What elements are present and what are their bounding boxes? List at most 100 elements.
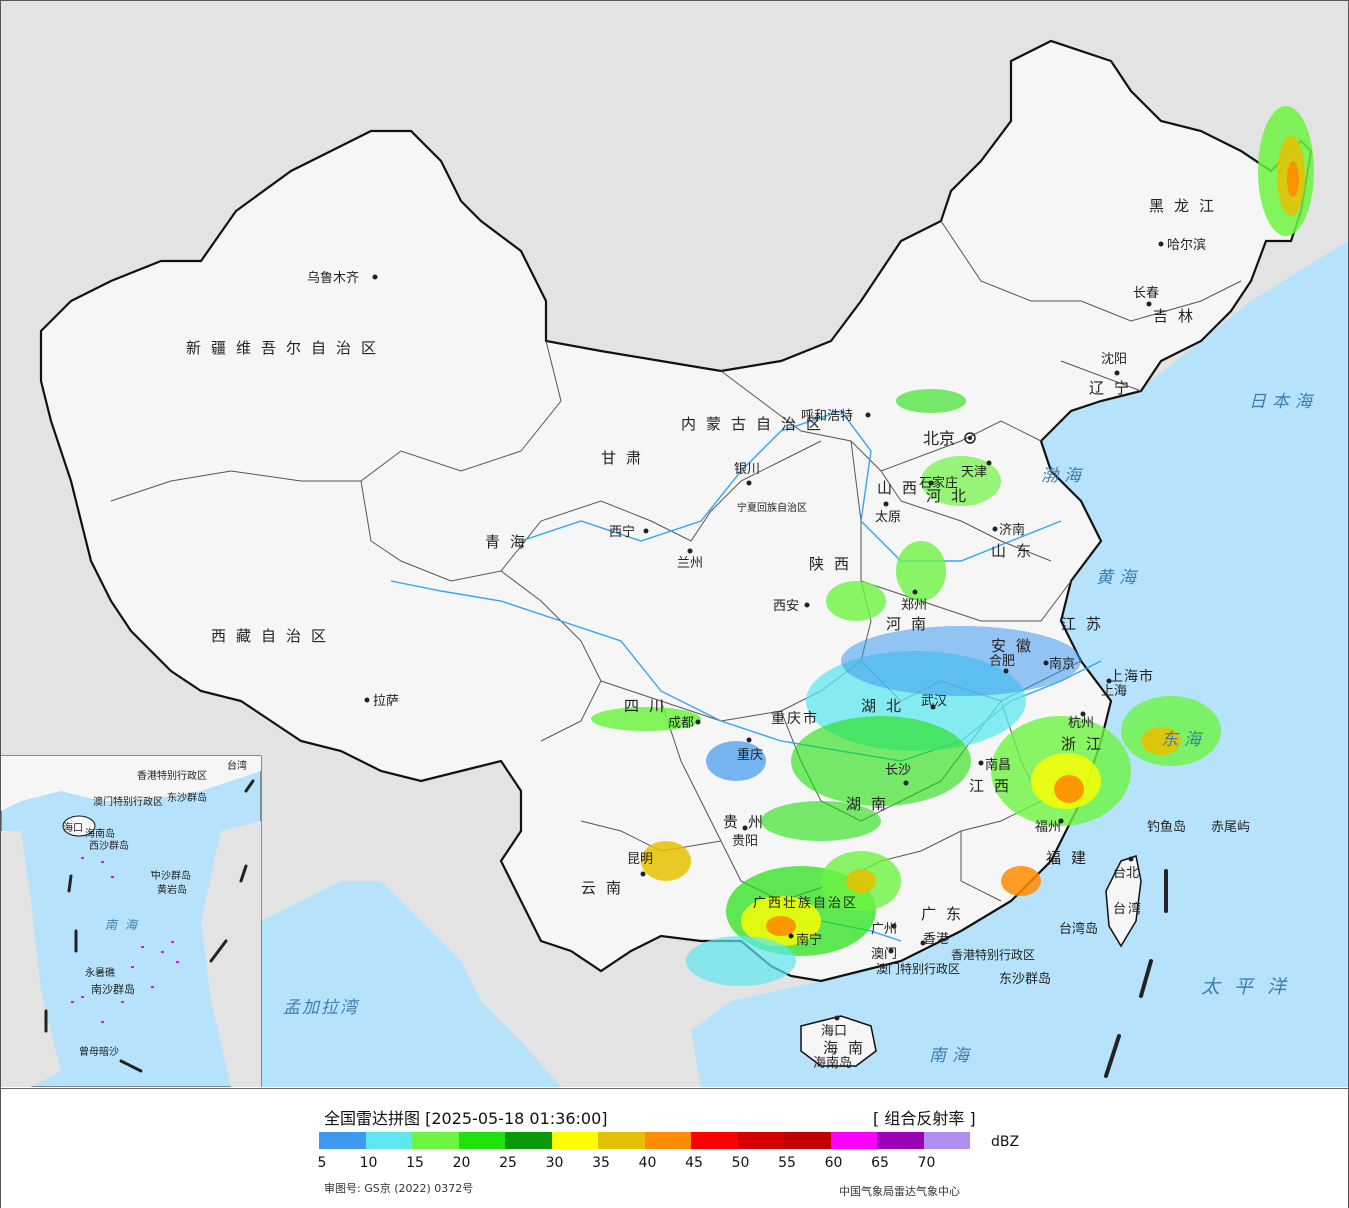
city-beijing: 北京 [923, 429, 955, 448]
legend-tick-label: 20 [452, 1155, 471, 1171]
legend-swatch [737, 1132, 784, 1149]
legend-swatch [830, 1132, 877, 1149]
province-label-xizang: 西藏自治区 [211, 627, 336, 645]
province-label-ningxia: 宁夏回族自治区 [737, 501, 807, 514]
province-label-shandong: 山东 [991, 542, 1041, 560]
province-label-yunnan: 云南 [581, 879, 631, 897]
province-label-neimenggu: 内蒙古自治区 [681, 415, 831, 433]
province-label-xinjiang: 新疆维吾尔自治区 [186, 339, 386, 357]
province-label-zhejiang: 浙江 [1061, 735, 1111, 753]
sea-area [691, 281, 1348, 1087]
province-label-guangxi: 广西壮族自治区 [753, 895, 858, 911]
province-label-anhui: 安徽 [991, 637, 1041, 655]
province-label-henan: 河南 [886, 615, 936, 633]
city-taiyuan: 太原 [875, 510, 901, 525]
radar-echoes [591, 106, 1314, 986]
province-label-guizhou: 贵州 [723, 813, 773, 831]
city-labels: 乌鲁木齐 拉萨 西宁 兰州 银川 呼和浩特 北京 天津 石家庄 太原 济南 郑州… [307, 237, 1206, 1039]
province-label-chongqing: 重庆市 [771, 710, 819, 727]
legend-color-scale [319, 1132, 970, 1149]
legend-swatch [598, 1132, 645, 1149]
city-kunming: 昆明 [627, 852, 653, 867]
inset-taiwan: 台湾 [227, 759, 247, 772]
inset-zengmu: 曾母暗沙 [79, 1045, 119, 1058]
city-hongkong: 香港 [923, 932, 949, 947]
province-label-jiangxi: 江西 [969, 777, 1019, 795]
city-shijiazhuang: 石家庄 [919, 475, 958, 491]
sea-japan [1151, 241, 1348, 481]
sea-label-nanhai: 南海 [929, 1046, 975, 1066]
island-hainan: 海南岛 [813, 1055, 852, 1071]
legend-tick-label: 5 [317, 1155, 327, 1171]
legend-swatch [877, 1132, 924, 1149]
city-hefei: 合肥 [989, 654, 1015, 669]
city-nanchang: 南昌 [985, 757, 1011, 773]
legend-swatch [505, 1132, 552, 1149]
south-china-sea-inset: 海口 海南岛 西沙群岛 中沙群岛 黄岩岛 永暑礁 南沙群岛 曾母暗沙 东沙群岛 … [1, 755, 262, 1087]
taiwan-island [1105, 855, 1142, 948]
legend-swatch [644, 1132, 691, 1149]
nine-dash-line [1104, 869, 1168, 1078]
city-guangzhou: 广州 [871, 922, 897, 937]
legend-swatch [458, 1132, 505, 1149]
city-yinchuan: 银川 [734, 462, 760, 477]
city-hangzhou: 杭州 [1068, 716, 1094, 731]
city-xian: 西安 [773, 599, 799, 614]
inset-yongshu: 永暑礁 [85, 966, 115, 979]
radar-map: 新疆维吾尔自治区 西藏自治区 青海 甘肃 内蒙古自治区 黑龙江 吉林 辽宁 河北… [1, 1, 1348, 1087]
legend-tick-label: 10 [359, 1155, 378, 1171]
province-label-qinghai: 青海 [485, 533, 535, 551]
province-label-jiangsu: 江苏 [1061, 615, 1111, 633]
legend-swatch [412, 1132, 459, 1149]
city-guiyang: 贵阳 [732, 834, 758, 849]
sea-labels: 渤海 黄海 东海 南海 日本海 太平洋 孟加拉湾 [283, 392, 1318, 1066]
city-xining: 西宁 [609, 524, 635, 540]
legend-swatch [551, 1132, 598, 1149]
hainan-island [800, 1015, 877, 1067]
province-labels: 新疆维吾尔自治区 西藏自治区 青海 甘肃 内蒙古自治区 黑龙江 吉林 辽宁 河北… [186, 197, 1224, 1057]
legend-tick-label: 30 [545, 1155, 564, 1171]
city-shanghai: 上海 [1101, 684, 1127, 699]
inset-hainan-island: 海南岛 [85, 827, 115, 840]
province-label-hainan: 海南 [823, 1039, 873, 1057]
province-label-heilongjiang: 黑龙江 [1149, 197, 1224, 215]
legend-ticks: 5 10 15 20 25 30 35 40 45 50 55 60 65 70 [301, 1155, 961, 1175]
sea-label-bohai: 渤海 [1041, 466, 1087, 486]
legend-swatch [319, 1132, 366, 1149]
sea-label-donghai: 东海 [1161, 730, 1207, 750]
province-label-taiwan: 台湾 [1113, 901, 1143, 917]
city-wuhan: 武汉 [921, 694, 947, 709]
legend-title: 全国雷达拼图 [2025-05-18 01:36:00] [324, 1109, 608, 1128]
province-label-shaanxi: 陕西 [809, 555, 859, 573]
legend-swatch [691, 1132, 738, 1149]
legend-tick-label: 40 [638, 1155, 657, 1171]
sea-label-pacific: 太平洋 [1201, 976, 1300, 998]
province-label-fujian: 福建 [1046, 849, 1096, 867]
island-taiwan: 台湾岛 [1059, 921, 1098, 937]
city-shenyang: 沈阳 [1101, 352, 1127, 367]
inset-xisha: 西沙群岛 [89, 839, 129, 852]
legend-tick-label: 50 [731, 1155, 750, 1171]
inset-nanhai: 南海 [105, 918, 145, 932]
legend-tick-label: 45 [685, 1155, 703, 1171]
legend-tick-label: 15 [406, 1155, 424, 1171]
island-dongsha: 东沙群岛 [999, 971, 1051, 987]
legend-tick-label: 65 [871, 1155, 889, 1171]
sea-label-japan: 日本海 [1249, 392, 1318, 412]
province-label-gansu: 甘肃 [601, 449, 651, 467]
legend-tick-label: 35 [592, 1155, 610, 1171]
province-label-hunan: 湖南 [846, 795, 896, 813]
city-fuzhou: 福州 [1035, 820, 1061, 835]
legend-tick-label: 70 [917, 1155, 936, 1171]
province-label-shanxi: 山西 [877, 479, 927, 497]
city-jinan: 济南 [999, 522, 1025, 538]
inset-huangyan: 黄岩岛 [157, 883, 187, 896]
province-label-shanghai: 上海市 [1109, 668, 1154, 685]
legend-swatch [784, 1132, 831, 1149]
city-tianjin: 天津 [961, 465, 987, 480]
province-label-hubei: 湖北 [861, 697, 911, 715]
legend-tick-label: 25 [499, 1155, 517, 1171]
city-haikou: 海口 [821, 1024, 847, 1039]
map-canvas: 新疆维吾尔自治区 西藏自治区 青海 甘肃 内蒙古自治区 黑龙江 吉林 辽宁 河北… [1, 1, 1348, 1087]
city-urumqi: 乌鲁木齐 [307, 270, 359, 286]
